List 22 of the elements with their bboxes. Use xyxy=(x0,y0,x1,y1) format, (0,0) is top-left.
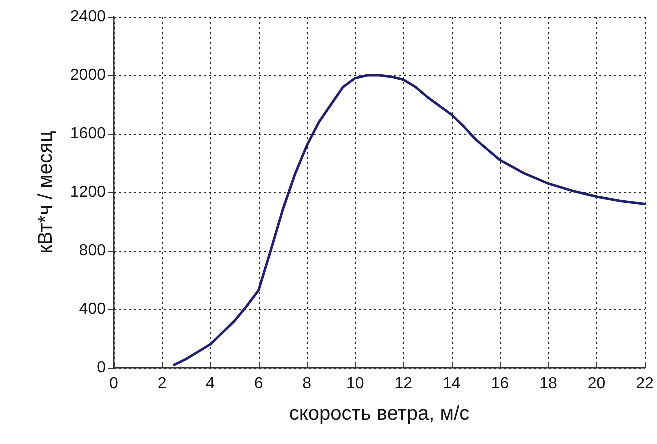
x-tick-label: 12 xyxy=(394,376,413,392)
y-tick-label: 1200 xyxy=(70,184,106,201)
y-tick-label: 1600 xyxy=(70,126,106,142)
x-tick-label: 4 xyxy=(206,376,216,392)
x-tick-label: 10 xyxy=(346,376,364,392)
x-axis-title: скорость ветра, м/с xyxy=(289,403,470,425)
y-axis-title: кВт*ч / месяц xyxy=(35,131,57,254)
x-tick-label: 0 xyxy=(110,376,119,392)
x-tick-label: 2 xyxy=(158,376,167,392)
y-tick-label: 0 xyxy=(97,360,106,376)
x-tick-label: 8 xyxy=(302,376,312,392)
x-tick-label: 14 xyxy=(443,376,461,392)
x-tick-label: 16 xyxy=(491,376,510,392)
x-tick-label: 18 xyxy=(540,376,558,392)
y-tick-label: 2000 xyxy=(70,67,106,84)
y-tick-label: 2400 xyxy=(70,8,106,26)
line-series xyxy=(173,74,646,366)
x-tick-label: 20 xyxy=(588,376,606,392)
y-tick-label: 400 xyxy=(79,301,106,318)
x-tick-label: 6 xyxy=(254,376,264,392)
y-tick-label: 800 xyxy=(79,242,106,260)
x-tick-label: 22 xyxy=(636,376,654,392)
